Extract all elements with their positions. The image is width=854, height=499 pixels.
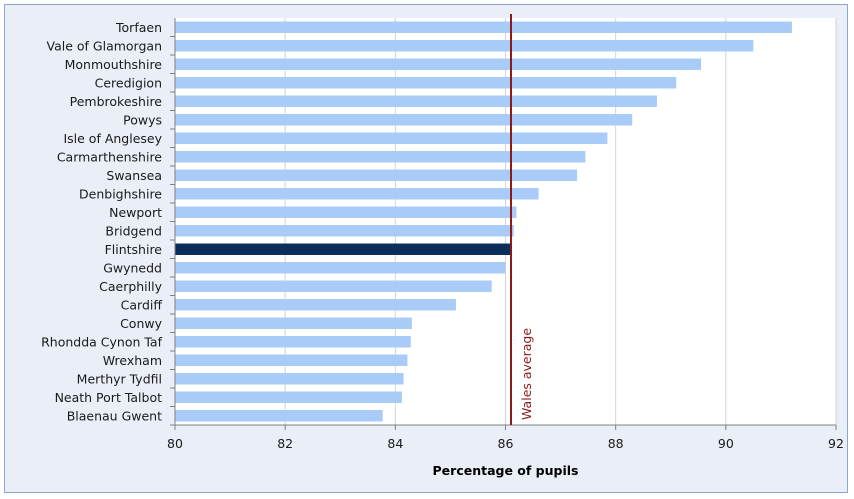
- bars: [175, 21, 792, 422]
- category-label: Bridgend: [105, 223, 162, 238]
- category-label: Isle of Anglesey: [63, 131, 162, 146]
- bar: [175, 373, 404, 385]
- category-label: Rhondda Cynon Taf: [41, 334, 162, 349]
- category-label: Torfaen: [115, 20, 162, 35]
- category-label: Conwy: [120, 316, 163, 331]
- category-label: Gwynedd: [103, 260, 162, 275]
- bar: [175, 21, 792, 33]
- category-label: Cardiff: [121, 297, 163, 312]
- bar: [175, 95, 657, 107]
- reference-line-group: Wales average: [510, 14, 534, 425]
- bar: [175, 114, 633, 126]
- bar: [175, 262, 506, 274]
- bar: [175, 391, 402, 403]
- category-label: Monmouthshire: [65, 57, 163, 72]
- category-label: Carmarthenshire: [57, 149, 162, 164]
- bar: [175, 317, 412, 329]
- category-label: Powys: [123, 112, 162, 127]
- bar: [175, 40, 754, 52]
- category-label: Vale of Glamorgan: [47, 38, 162, 53]
- bar: [175, 299, 456, 311]
- category-label: Swansea: [106, 168, 162, 183]
- bar: [175, 225, 514, 237]
- category-label: Flintshire: [105, 242, 163, 257]
- bar: [175, 188, 539, 200]
- bar: [175, 410, 383, 422]
- bar: [175, 280, 492, 292]
- category-label: Neath Port Talbot: [55, 390, 163, 405]
- bar: [175, 169, 578, 181]
- bar: [175, 58, 702, 70]
- category-labels: Torfaen Vale of Glamorgan Monmouthshire Cer…: [41, 20, 163, 424]
- bar: [175, 336, 411, 348]
- x-axis-title: Percentage of pupils: [433, 463, 579, 478]
- axes: [170, 18, 837, 430]
- category-label: Blaenau Gwent: [67, 408, 162, 423]
- category-label: Denbighshire: [79, 186, 162, 201]
- chart-frame: Torfaen Vale of Glamorgan Monmouthshire Cer…: [4, 4, 848, 493]
- x-tick-labels: 80 82 84 86 88 90 92: [167, 436, 844, 451]
- category-label: Caerphilly: [99, 279, 162, 294]
- x-tick-label: 80: [167, 436, 183, 451]
- category-label: Pembrokeshire: [70, 94, 163, 109]
- x-tick-label: 92: [828, 436, 844, 451]
- bar-chart: Torfaen Vale of Glamorgan Monmouthshire Cer…: [41, 14, 844, 478]
- bar: [175, 206, 517, 218]
- category-label: Wrexham: [103, 353, 162, 368]
- category-label: Ceredigion: [95, 75, 162, 90]
- bar-highlighted: [175, 243, 512, 255]
- category-label: Merthyr Tydfil: [77, 371, 162, 386]
- x-tick-label: 86: [498, 436, 514, 451]
- x-tick-label: 82: [277, 436, 293, 451]
- wales-average-label: Wales average: [519, 328, 534, 420]
- bar: [175, 77, 677, 89]
- x-tick-label: 90: [718, 436, 734, 451]
- x-tick-label: 88: [608, 436, 624, 451]
- bar: [175, 354, 408, 366]
- bar: [175, 151, 586, 163]
- x-tick-label: 84: [387, 436, 403, 451]
- category-label: Newport: [109, 205, 162, 220]
- bar: [175, 132, 608, 144]
